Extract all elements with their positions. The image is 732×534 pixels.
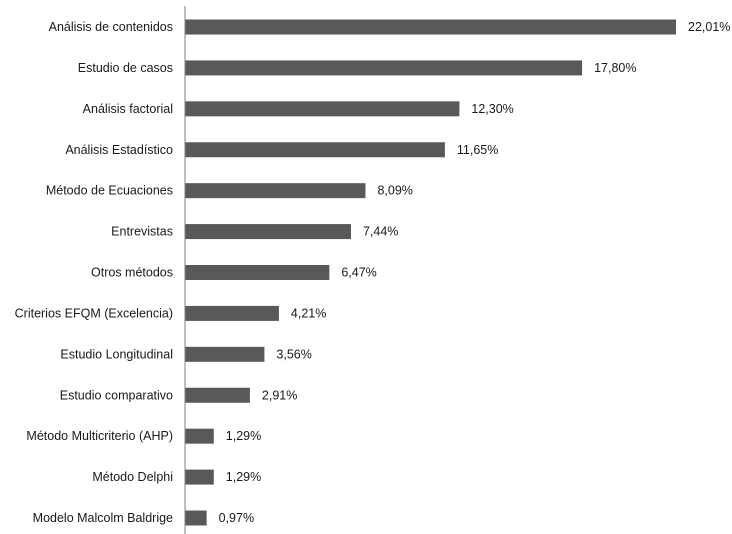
value-label: 3,56% <box>276 347 311 361</box>
category-label: Otros métodos <box>91 266 173 280</box>
bar <box>185 19 676 35</box>
bar <box>185 469 214 485</box>
value-label: 2,91% <box>262 388 297 402</box>
category-label: Criterios EFQM (Excelencia) <box>15 306 173 320</box>
bar <box>185 305 279 321</box>
category-label: Estudio de casos <box>78 61 173 75</box>
category-label: Entrevistas <box>111 225 173 239</box>
category-label: Estudio comparativo <box>60 388 173 402</box>
value-label: 17,80% <box>594 61 636 75</box>
bar <box>185 428 214 444</box>
category-label: Análisis de contenidos <box>49 20 173 34</box>
value-label: 1,29% <box>226 429 261 443</box>
bar <box>185 224 351 240</box>
category-label: Método Delphi <box>92 470 173 484</box>
bar <box>185 142 445 158</box>
category-label: Análisis factorial <box>83 102 173 116</box>
bar <box>185 346 265 362</box>
value-label: 12,30% <box>471 102 513 116</box>
value-label: 8,09% <box>377 184 412 198</box>
category-labels: Análisis de contenidos Estudio de casos An… <box>15 20 173 525</box>
bars-layer <box>185 19 676 526</box>
value-label: 7,44% <box>363 225 398 239</box>
value-label: 4,21% <box>291 306 326 320</box>
bar <box>185 183 366 199</box>
value-label: 6,47% <box>341 266 376 280</box>
value-label: 0,97% <box>219 511 254 525</box>
value-labels: 22,01% 17,80% 12,30% 11,65% 8,09% 7,44% 6,47% 4… <box>219 20 731 525</box>
value-label: 11,65% <box>457 143 498 157</box>
category-label: Método de Ecuaciones <box>46 184 173 198</box>
bar <box>185 510 207 526</box>
bar <box>185 265 330 280</box>
bar <box>185 60 583 76</box>
category-label: Estudio Longitudinal <box>60 347 173 361</box>
category-label: Análisis Estadístico <box>65 143 173 157</box>
category-label: Método Multicriterio (AHP) <box>26 429 173 443</box>
value-label: 22,01% <box>688 20 730 34</box>
bar <box>185 387 250 403</box>
value-label: 1,29% <box>226 470 261 484</box>
category-label: Modelo Malcolm Baldrige <box>33 511 173 525</box>
bar <box>185 101 460 117</box>
